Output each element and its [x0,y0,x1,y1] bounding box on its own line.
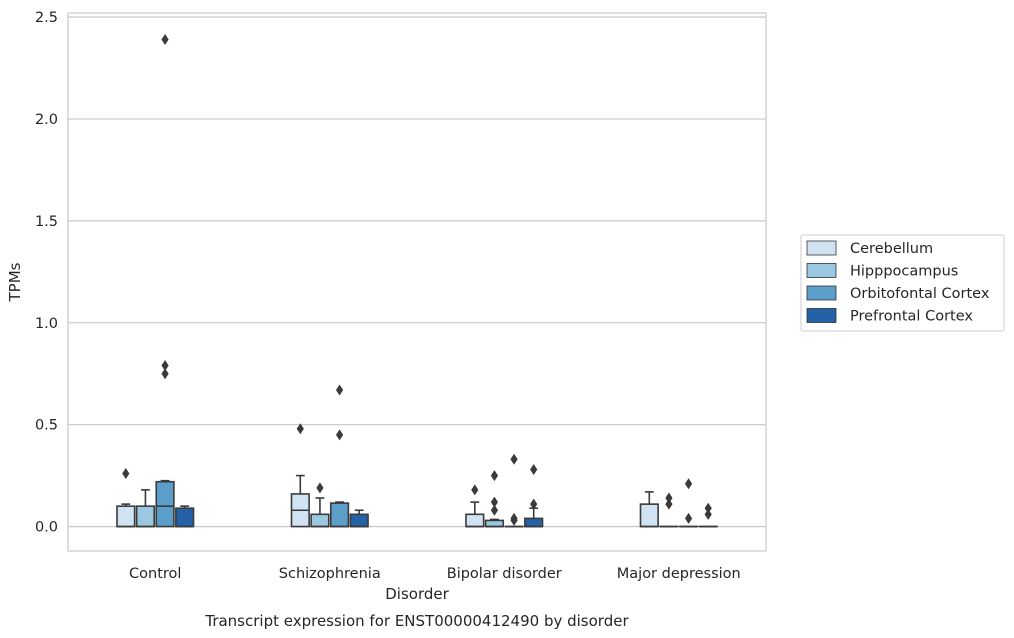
y-tick-label: 0.5 [35,418,58,434]
y-tick-label: 1.0 [35,316,58,332]
legend-label: Prefrontal Cortex [850,309,973,325]
boxes [116,33,718,528]
outlier-point [161,360,169,372]
outlier-point [161,368,169,380]
iqr-box [329,502,350,528]
legend-frame [800,234,1005,332]
box-cerebellum [290,423,310,528]
outlier-point [530,463,538,475]
iqr-box [349,513,369,528]
outlier-point [684,478,693,490]
figure-caption: Transcript expression for ENST0000041249… [204,612,629,630]
box-cerebellum [639,491,659,528]
legend-swatch [806,263,837,278]
outlier-point [704,508,712,520]
outlier-point [471,484,479,496]
outlier-point [704,502,712,514]
box-prefrontal-cortex [349,509,369,528]
box-hipppocampus [484,470,505,528]
x-tick-label: Major depression [617,566,741,582]
legend-swatch [806,308,837,323]
outlier-point [335,429,344,441]
outlier-point [296,423,304,435]
outlier-point [122,468,130,480]
legend-label: Orbitofontal Cortex [850,286,990,302]
iqr-box [116,505,136,528]
box-hipppocampus [310,482,330,528]
y-tick-label: 2.0 [35,112,58,128]
x-tick-labels: Control Schizophrenia Bipolar disorder Majo… [129,566,741,582]
legend-label: Hipppocampus [850,264,958,280]
box-cerebellum [465,484,485,528]
x-tick-label: Schizophrenia [279,566,381,582]
legend: Cerebellum Hipppocampus Orbitofontal Corte… [800,234,1005,332]
outlier-point [530,498,538,510]
gridlines [68,16,766,528]
iqr-box [135,505,156,528]
outlier-point [510,512,518,524]
box-prefrontal-cortex [175,505,195,528]
y-tick-label: 0.0 [35,520,58,536]
box-orbitofontal-cortex [155,33,175,528]
iqr-box [310,513,330,528]
y-tick-labels: 0.0 0.5 1.0 1.5 2.0 2.5 [35,10,58,535]
outlier-point [665,492,673,504]
iqr-box [524,517,544,528]
legend-swatch [806,285,837,301]
legend-swatch [806,240,837,256]
outlier-point [490,496,499,508]
legend-label: Cerebellum [850,241,933,257]
x-tick-label: Control [129,566,181,582]
y-axis-label: TPMs [6,262,24,302]
iqr-box [484,519,505,528]
box-hipppocampus [659,492,679,528]
box-orbitofontal-cortex [678,478,699,528]
plot-area-frame [67,12,767,552]
iqr-box [175,507,195,528]
outlier-point [161,33,169,45]
y-tick-label: 2.5 [35,10,58,26]
box-cerebellum [116,468,136,528]
y-tick-label: 1.5 [35,214,58,230]
box-orbitofontal-cortex [504,453,524,528]
x-tick-label: Bipolar disorder [447,566,562,582]
outlier-point [510,453,518,465]
box-hipppocampus [135,489,156,528]
outlier-point [665,498,673,510]
iqr-box [639,503,659,528]
outlier-point [490,470,499,482]
iqr-box [465,513,485,528]
box-prefrontal-cortex [524,463,544,528]
iqr-box [155,480,175,528]
x-axis-label: Disorder [385,585,449,603]
box-orbitofontal-cortex [329,384,350,528]
outlier-point [335,384,344,396]
box-prefrontal-cortex [698,502,718,528]
outlier-point [490,504,499,516]
outlier-point [316,482,324,494]
outlier-point [684,512,693,524]
